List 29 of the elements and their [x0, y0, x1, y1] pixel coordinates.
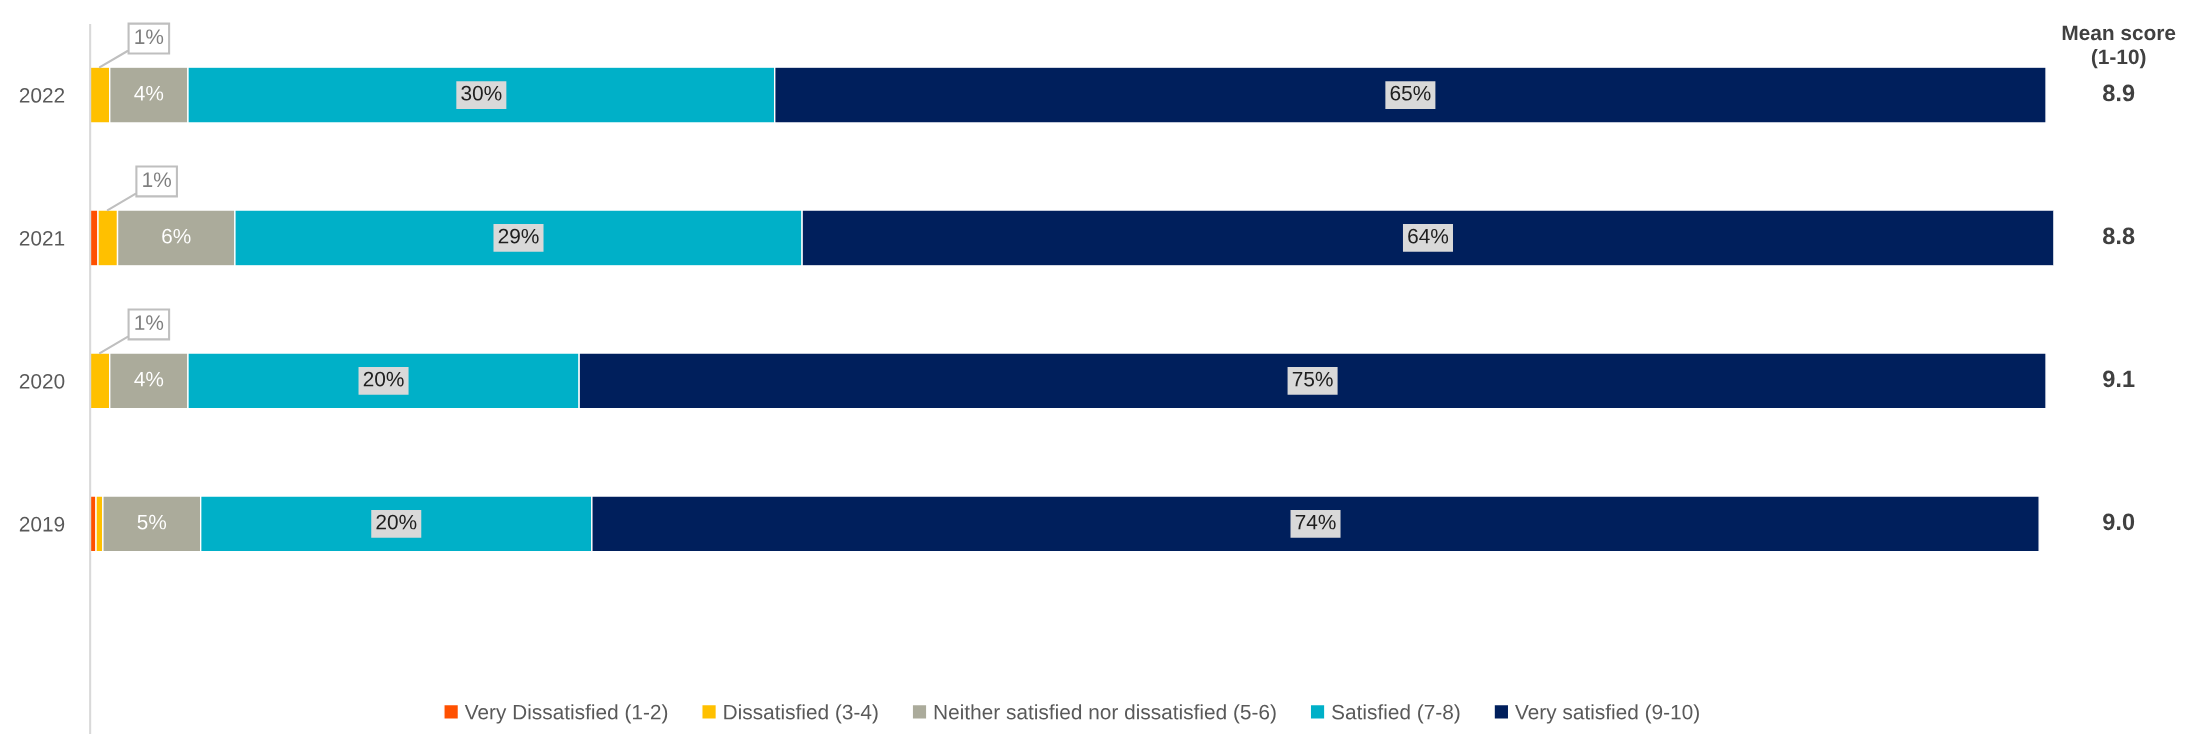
text: 9.1 — [2103, 370, 2135, 388]
data-label: 64% — [1408, 228, 1449, 244]
data-label: 20% — [376, 514, 417, 530]
y-tick-label: 2021 — [19, 230, 65, 246]
data-label: 29% — [498, 228, 539, 244]
data-label: 74% — [1295, 514, 1336, 530]
y-tick-label: 2019 — [19, 516, 65, 532]
text: 8.9 — [2103, 84, 2135, 102]
y-tick-label: 2020 — [19, 373, 65, 389]
data-label: 6% — [162, 228, 191, 244]
text: 8.8 — [2103, 227, 2135, 245]
text: 9.0 — [2103, 513, 2135, 531]
data-label: 75% — [1292, 371, 1333, 387]
data-label: 4% — [134, 85, 164, 101]
data-label: 20% — [363, 371, 404, 387]
data-label: 4% — [134, 371, 164, 387]
data-label: 65% — [1390, 85, 1431, 101]
data-label: 1% — [135, 315, 164, 330]
legend-label: Dissatisfied (3-4) — [724, 704, 878, 724]
legend-label: Very Dissatisfied (1-2) — [464, 704, 668, 724]
data-label: 1% — [135, 29, 164, 45]
data-label: 30% — [461, 85, 502, 101]
legend-label: Very satisfied (9-10) — [1515, 704, 1699, 724]
data-label: 1% — [143, 172, 171, 187]
legend-label: Satisfied (7-8) — [1332, 704, 1460, 724]
legend-label: Neither satisfied nor dissatisfied (5-6) — [934, 704, 1276, 724]
text: Mean score (1-10) — [2062, 25, 2176, 69]
data-label: 5% — [137, 514, 167, 530]
y-tick-label: 2022 — [19, 88, 65, 103]
